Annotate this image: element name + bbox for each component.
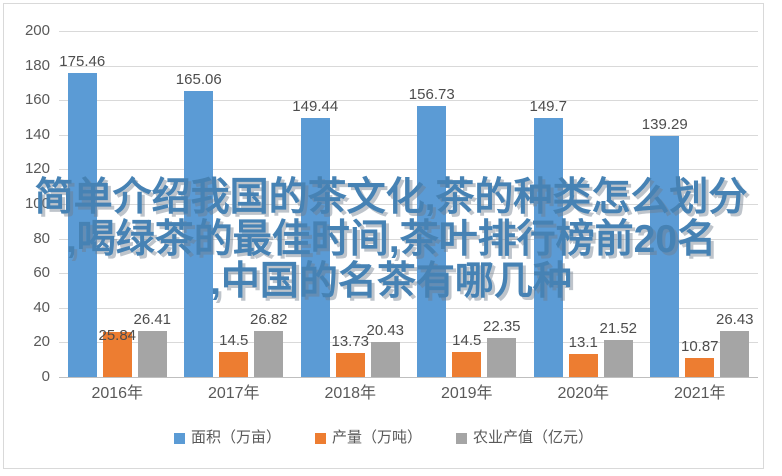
gridline-120 — [59, 169, 758, 171]
bar-value-label-agri-output-value-2019年: 22.35 — [482, 318, 521, 336]
bar-agri-output-value-2018年 — [370, 341, 400, 377]
bar-value-label-production-2020年: 13.1 — [568, 334, 598, 352]
gridline-40 — [59, 307, 758, 309]
legend-swatch-production-icon — [314, 432, 326, 444]
y-tick-label-80: 80 — [33, 229, 50, 247]
legend-label-area: 面积（万亩） — [190, 429, 281, 446]
bar-value-label-production-2021年: 10.87 — [680, 338, 719, 356]
bar-area-2020年 — [533, 118, 563, 377]
bar-value-label-agri-output-value-2017年: 26.82 — [249, 310, 288, 328]
bar-value-label-production-2016年: 25.84 — [98, 327, 137, 345]
bar-value-label-agri-output-value-2020年: 21.52 — [599, 319, 638, 337]
legend-swatch-area-icon — [173, 432, 185, 444]
bar-production-2020年 — [568, 354, 598, 377]
bar-agri-output-value-2021年 — [720, 331, 750, 377]
bar-production-2018年 — [335, 353, 365, 377]
bar-value-label-production-2019年: 14.5 — [452, 331, 482, 349]
y-tick-label-140: 140 — [24, 125, 50, 143]
x-category-label-2020年: 2020年 — [557, 385, 610, 402]
gridline-140 — [59, 134, 758, 136]
bar-value-label-area-2017年: 165.06 — [175, 71, 222, 89]
bar-area-2021年 — [650, 136, 680, 377]
bar-production-2016年 — [102, 332, 132, 377]
bar-area-2017年 — [184, 91, 214, 377]
x-category-label-2016年: 2016年 — [91, 385, 144, 402]
bar-value-label-production-2017年: 14.5 — [219, 331, 249, 349]
bar-value-label-area-2019年: 156.73 — [408, 85, 455, 103]
bar-area-2019年 — [417, 105, 447, 377]
legend-label-agri-output-value: 农业产值（亿元） — [473, 429, 594, 446]
bar-production-2021年 — [685, 358, 715, 377]
y-tick-label-200: 200 — [24, 22, 50, 39]
bar-agri-output-value-2019年 — [487, 338, 517, 377]
y-tick-label-120: 120 — [24, 160, 50, 178]
bar-production-2017年 — [219, 351, 249, 377]
gridline-200 — [59, 31, 758, 32]
bar-value-label-production-2018年: 13.73 — [331, 333, 370, 351]
bar-value-label-area-2020年: 149.7 — [529, 98, 568, 116]
legend-item-agri-output-value: 农业产值（亿元） — [456, 429, 593, 447]
bar-area-2018年 — [300, 118, 330, 377]
x-axis-line — [59, 377, 758, 378]
chart-frame: 200 180 160 140 120 100 80 60 40 20 0 175.46 25.84 2… — [3, 3, 764, 469]
bar-agri-output-value-2020年 — [603, 339, 633, 377]
bar-value-label-agri-output-value-2016年: 26.41 — [133, 311, 172, 329]
y-tick-label-20: 20 — [33, 333, 50, 351]
bar-agri-output-value-2017年 — [254, 330, 284, 377]
x-category-label-2018年: 2018年 — [324, 385, 377, 402]
gridline-60 — [59, 273, 758, 275]
y-tick-label-160: 160 — [24, 91, 50, 109]
y-tick-label-180: 180 — [24, 56, 50, 74]
bar-area-2016年 — [67, 73, 97, 377]
gridline-180 — [59, 65, 758, 67]
legend-item-production: 产量（万吨） — [314, 429, 422, 447]
y-tick-label-40: 40 — [33, 298, 50, 316]
legend-label-production: 产量（万吨） — [331, 429, 422, 446]
gridline-100 — [59, 204, 758, 205]
y-tick-label-0: 0 — [41, 368, 50, 385]
bar-agri-output-value-2016年 — [137, 331, 167, 377]
bar-value-label-agri-output-value-2021年: 26.43 — [715, 311, 754, 329]
bar-value-label-area-2018年: 149.44 — [292, 98, 339, 116]
x-category-label-2019年: 2019年 — [440, 385, 493, 402]
x-category-label-2017年: 2017年 — [207, 385, 260, 402]
legend-swatch-agri-output-value-icon — [456, 432, 467, 444]
legend: 面积（万亩） 产量（万吨） 农业产值（亿元） — [3, 429, 764, 447]
bar-value-label-agri-output-value-2018年: 20.43 — [366, 321, 405, 339]
gridline-80 — [59, 238, 758, 240]
y-tick-label-60: 60 — [33, 264, 50, 282]
bar-production-2019年 — [452, 351, 482, 377]
gridline-160 — [59, 100, 758, 102]
x-category-label-2021年: 2021年 — [673, 385, 726, 402]
bar-value-label-area-2016年: 175.46 — [59, 53, 106, 71]
y-tick-label-100: 100 — [24, 195, 50, 212]
legend-item-area: 面积（万亩） — [173, 429, 281, 447]
bar-value-label-area-2021年: 139.29 — [641, 116, 688, 134]
gridline-20 — [59, 342, 758, 344]
